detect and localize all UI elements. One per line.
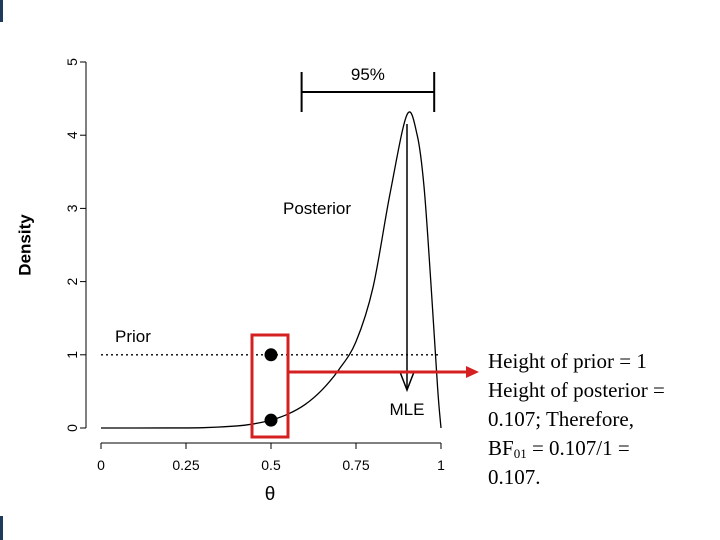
slide-corner-mark-top — [0, 0, 3, 22]
x-tick-label: 0.25 — [172, 457, 199, 473]
y-tick-label: 4 — [64, 131, 80, 139]
x-tick-label: 1 — [437, 457, 445, 473]
y-tick-label: 0 — [64, 424, 80, 432]
y-tick-label: 1 — [64, 351, 80, 359]
density-point — [264, 348, 278, 362]
note-bf-value: = 0.107/1 = — [526, 436, 630, 460]
note-line-2: Height of posterior = — [488, 378, 665, 402]
y-tick-label: 5 — [64, 58, 80, 66]
highlight-arrow-head — [466, 366, 479, 378]
note-line-1: Height of prior = 1 — [488, 349, 647, 373]
explanation-note: Height of prior = 1 Height of posterior … — [488, 347, 716, 492]
credible-interval-label: 95% — [351, 65, 385, 84]
note-line-5: 0.107. — [488, 465, 541, 489]
chart-curves — [100, 111, 442, 429]
chart-axes: 0 1 2 3 4 5 Density 0 0.25 0.5 0.75 1 θ — [16, 58, 446, 505]
x-tick-label: 0 — [97, 457, 105, 473]
posterior-density-curve — [100, 111, 442, 429]
note-line-4: BF01 = 0.107/1 = — [488, 434, 716, 463]
mle-label: MLE — [390, 400, 425, 419]
highlight-box — [250, 333, 290, 439]
prior-label: Prior — [115, 327, 151, 346]
posterior-label: Posterior — [283, 199, 351, 218]
note-line-3: 0.107; Therefore, — [488, 407, 634, 431]
x-axis-title: θ — [265, 484, 276, 505]
chart-annotations: Prior Posterior 95% MLE — [115, 65, 436, 419]
x-tick-label: 0.75 — [342, 457, 369, 473]
highlight-overlay — [250, 333, 479, 439]
y-tick-label: 3 — [64, 204, 80, 212]
x-tick-label: 0.5 — [261, 457, 281, 473]
note-bf-symbol: BF — [488, 436, 514, 460]
density-point — [264, 413, 278, 427]
y-axis-title: Density — [16, 214, 35, 276]
slide-corner-mark-bottom — [0, 516, 3, 540]
y-tick-label: 2 — [64, 277, 80, 285]
mle-arrow-head — [399, 371, 415, 393]
note-bf-subscript: 01 — [513, 446, 527, 461]
